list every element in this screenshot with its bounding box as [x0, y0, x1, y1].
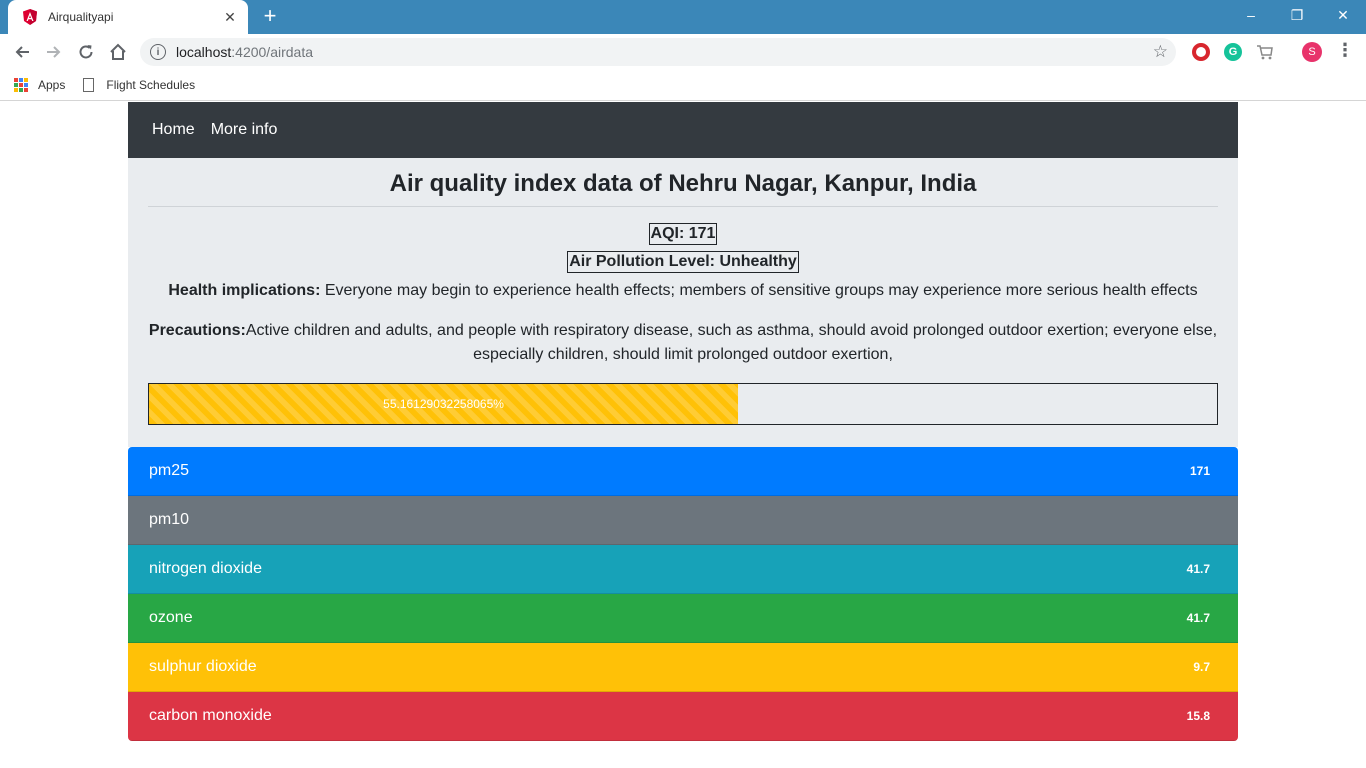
apps-grid-icon — [14, 78, 28, 92]
pollutant-row-carbon-monoxide[interactable]: carbon monoxide 15.8 — [128, 692, 1238, 741]
pollutant-name: pm25 — [149, 462, 190, 479]
health-implications-text: Everyone may begin to experience health … — [320, 282, 1198, 299]
nav-link-more-info[interactable]: More info — [210, 121, 278, 138]
profile-avatar[interactable]: S — [1302, 42, 1322, 62]
pollutant-row-nitrogen-dioxide[interactable]: nitrogen dioxide 41.7 — [128, 545, 1238, 594]
new-tab-icon[interactable]: + — [263, 3, 277, 28]
cart-extension-icon[interactable] — [1256, 43, 1274, 61]
pollutant-value: 15.8 — [1186, 709, 1210, 723]
page-container: Home More info Air quality index data of… — [128, 102, 1238, 741]
browser-tab[interactable]: Airqualityapi ✕ — [8, 0, 248, 34]
url-path: :4200/airdata — [231, 44, 313, 60]
aqi-progress-fill: 55.16129032258065% — [149, 384, 739, 424]
pollutant-row-pm10[interactable]: pm10 — [128, 496, 1238, 545]
page-title: Air quality index data of Nehru Nagar, K… — [389, 170, 977, 197]
url-host: localhost — [176, 44, 232, 60]
precautions: Precautions:Active children and adults, … — [148, 319, 1218, 367]
aqi-progress-bar: 55.16129032258065% — [148, 383, 1218, 425]
browser-toolbar: i localhost:4200/airdata ☆ G S ⋮ — [0, 34, 1366, 70]
navbar: Home More info — [128, 102, 1238, 158]
precautions-text: Active children and adults, and people w… — [245, 322, 1218, 363]
health-implications-label: Health implications: — [168, 282, 321, 299]
health-implications: Health implications: Everyone may begin … — [148, 279, 1218, 303]
reload-icon[interactable] — [72, 38, 100, 66]
pollutant-value: 171 — [1189, 464, 1210, 478]
nav-link-home[interactable]: Home — [152, 121, 195, 138]
aqi-summary: Air quality index data of Nehru Nagar, K… — [128, 158, 1238, 447]
pollutant-row-sulphur-dioxide[interactable]: sulphur dioxide 9.7 — [128, 643, 1238, 692]
precautions-label: Precautions: — [148, 322, 246, 339]
pollutant-list: pm25 171 pm10 nitrogen dioxide 41.7 ozon… — [128, 447, 1238, 741]
aqi-progress-label: 55.16129032258065% — [383, 397, 504, 411]
forward-arrow-icon[interactable] — [40, 38, 68, 66]
bookmark-apps[interactable]: Apps — [14, 78, 65, 92]
document-icon — [83, 78, 95, 92]
bookmark-flight-schedules-label: Flight Schedules — [106, 78, 196, 92]
minimize-icon[interactable]: – — [1247, 7, 1255, 23]
grammarly-extension-icon[interactable]: G — [1224, 43, 1242, 61]
pollutant-name: ozone — [149, 609, 193, 626]
browser-titlebar: Airqualityapi ✕ + – ❐ ✕ — [0, 0, 1366, 34]
opera-extension-icon[interactable] — [1192, 43, 1210, 61]
home-icon[interactable] — [104, 38, 132, 66]
close-window-icon[interactable]: ✕ — [1337, 6, 1349, 23]
tab-close-icon[interactable]: ✕ — [224, 8, 236, 25]
divider — [148, 206, 1218, 207]
pollutant-name: sulphur dioxide — [149, 658, 257, 675]
restore-icon[interactable]: ❐ — [1290, 6, 1304, 23]
pollutant-row-pm25[interactable]: pm25 171 — [128, 447, 1238, 496]
bookmarks-bar: Apps Flight Schedules — [0, 70, 1366, 101]
site-info-icon[interactable]: i — [150, 44, 166, 60]
bookmark-star-icon[interactable]: ☆ — [1152, 42, 1168, 61]
pollutant-name: pm10 — [149, 511, 190, 528]
pollutant-row-ozone[interactable]: ozone 41.7 — [128, 594, 1238, 643]
pollutant-value: 41.7 — [1186, 562, 1210, 576]
tab-title: Airqualityapi — [48, 10, 114, 24]
aqi-value: AQI: 171 — [648, 223, 718, 245]
pollutant-value: 9.7 — [1193, 660, 1210, 674]
pollution-level: Air Pollution Level: Unhealthy — [567, 251, 799, 273]
bookmark-flight-schedules[interactable]: Flight Schedules — [83, 78, 195, 92]
address-bar[interactable]: i localhost:4200/airdata ☆ — [140, 38, 1176, 66]
angular-favicon-icon — [23, 9, 37, 25]
pollutant-name: carbon monoxide — [149, 707, 272, 724]
browser-menu-icon[interactable]: ⋮ — [1336, 40, 1354, 60]
pollutant-name: nitrogen dioxide — [149, 560, 262, 577]
pollutant-value: 41.7 — [1186, 611, 1210, 625]
bookmark-apps-label: Apps — [38, 78, 66, 92]
back-arrow-icon[interactable] — [8, 38, 36, 66]
